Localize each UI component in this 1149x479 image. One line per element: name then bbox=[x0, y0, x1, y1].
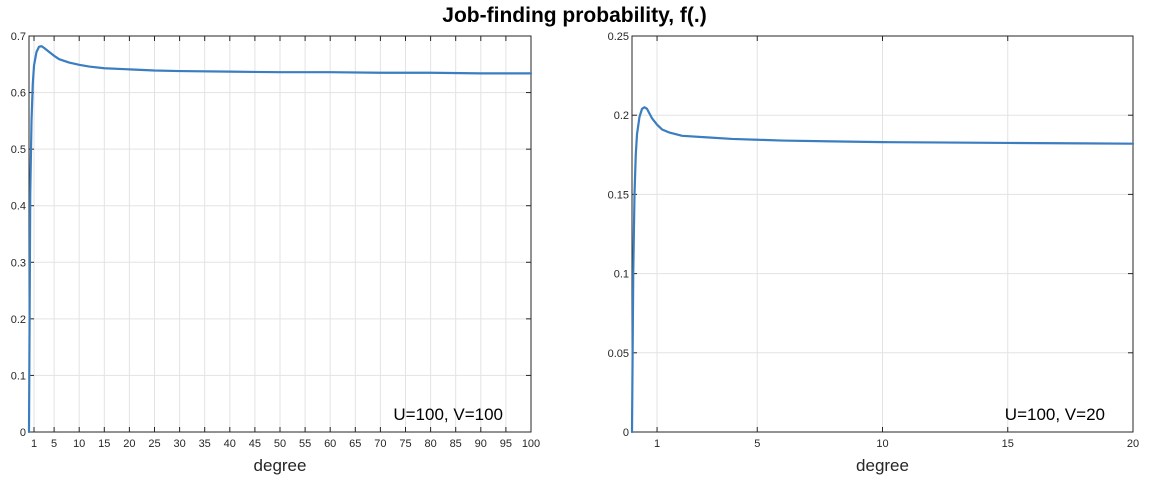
right-chart: 1 5 10 15 2000.050.10.150.20.25degreeU=100, … bbox=[608, 31, 1140, 475]
left-x-tick-label: 15 bbox=[98, 438, 110, 450]
right-x-tick-label: 5 bbox=[754, 438, 760, 450]
left-x-tick-label: 65 bbox=[349, 438, 361, 450]
left-y-tick-label: 0.1 bbox=[11, 370, 26, 382]
left-annotation: U=100, V=100 bbox=[393, 405, 503, 424]
right-y-tick-label: 0.2 bbox=[614, 110, 629, 122]
left-y-tick-label: 0.3 bbox=[11, 257, 26, 269]
right-annotation: U=100, V=20 bbox=[1005, 405, 1105, 424]
left-chart: 1 5 10 15 20 25 30 35 40 45 50 55 60 65 70 75 80 85 90 95 10… bbox=[11, 31, 540, 475]
right-y-tick-label: 0.1 bbox=[614, 269, 629, 281]
left-x-tick-label: 100 bbox=[522, 438, 540, 450]
left-x-tick-label: 35 bbox=[199, 438, 211, 450]
left-x-tick-label: 95 bbox=[500, 438, 512, 450]
figure-title: Job-finding probability, f(.) bbox=[442, 4, 707, 27]
left-y-tick-label: 0.2 bbox=[11, 314, 26, 326]
left-x-tick-label: 5 bbox=[51, 438, 57, 450]
left-x-tick-label: 75 bbox=[399, 438, 411, 450]
right-y-tick-label: 0.05 bbox=[608, 348, 629, 360]
left-x-tick-label: 80 bbox=[424, 438, 436, 450]
left-x-tick-label: 90 bbox=[475, 438, 487, 450]
right-x-tick-label: 15 bbox=[1002, 438, 1014, 450]
left-x-tick-label: 30 bbox=[173, 438, 185, 450]
right-x-tick-label: 1 bbox=[654, 438, 660, 450]
left-x-tick-label: 40 bbox=[224, 438, 236, 450]
left-x-tick-label: 1 bbox=[31, 438, 37, 450]
left-x-tick-label: 50 bbox=[274, 438, 286, 450]
right-x-tick-label: 20 bbox=[1127, 438, 1139, 450]
left-y-tick-label: 0.7 bbox=[11, 31, 26, 43]
left-series-line bbox=[27, 45, 533, 434]
right-x-tick-label: 10 bbox=[876, 438, 888, 450]
left-x-tick-label: 60 bbox=[324, 438, 336, 450]
left-x-tick-label: 70 bbox=[374, 438, 386, 450]
right-y-tick-label: 0 bbox=[623, 427, 629, 439]
left-x-tick-label: 20 bbox=[123, 438, 135, 450]
left-x-axis-label: degree bbox=[254, 456, 307, 475]
right-y-tick-label: 0.15 bbox=[608, 189, 629, 201]
right-y-tick-label: 0.25 bbox=[608, 31, 629, 43]
left-y-tick-label: 0.5 bbox=[11, 144, 26, 156]
left-y-tick-label: 0.4 bbox=[11, 201, 26, 213]
left-x-tick-label: 10 bbox=[73, 438, 85, 450]
left-x-tick-label: 25 bbox=[148, 438, 160, 450]
left-x-tick-label: 55 bbox=[299, 438, 311, 450]
left-x-tick-label: 45 bbox=[249, 438, 261, 450]
left-y-tick-label: 0 bbox=[20, 427, 26, 439]
left-x-tick-label: 85 bbox=[450, 438, 462, 450]
right-series-line bbox=[630, 106, 1135, 434]
right-x-axis-label: degree bbox=[856, 456, 909, 475]
left-y-tick-label: 0.6 bbox=[11, 88, 26, 100]
